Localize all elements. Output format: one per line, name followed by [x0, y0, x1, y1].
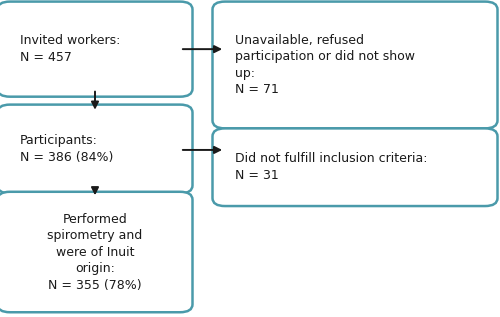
FancyBboxPatch shape — [0, 2, 192, 97]
Text: Unavailable, refused
participation or did not show
up:
N = 71: Unavailable, refused participation or di… — [235, 34, 415, 96]
Text: Invited workers:
N = 457: Invited workers: N = 457 — [20, 34, 120, 64]
FancyBboxPatch shape — [0, 105, 192, 193]
Text: Did not fulfill inclusion criteria:
N = 31: Did not fulfill inclusion criteria: N = … — [235, 152, 428, 182]
FancyBboxPatch shape — [212, 128, 498, 206]
Text: Performed
spirometry and
were of Inuit
origin:
N = 355 (78%): Performed spirometry and were of Inuit o… — [48, 212, 142, 292]
FancyBboxPatch shape — [0, 192, 192, 312]
FancyBboxPatch shape — [212, 2, 498, 128]
Text: Participants:
N = 386 (84%): Participants: N = 386 (84%) — [20, 134, 114, 164]
